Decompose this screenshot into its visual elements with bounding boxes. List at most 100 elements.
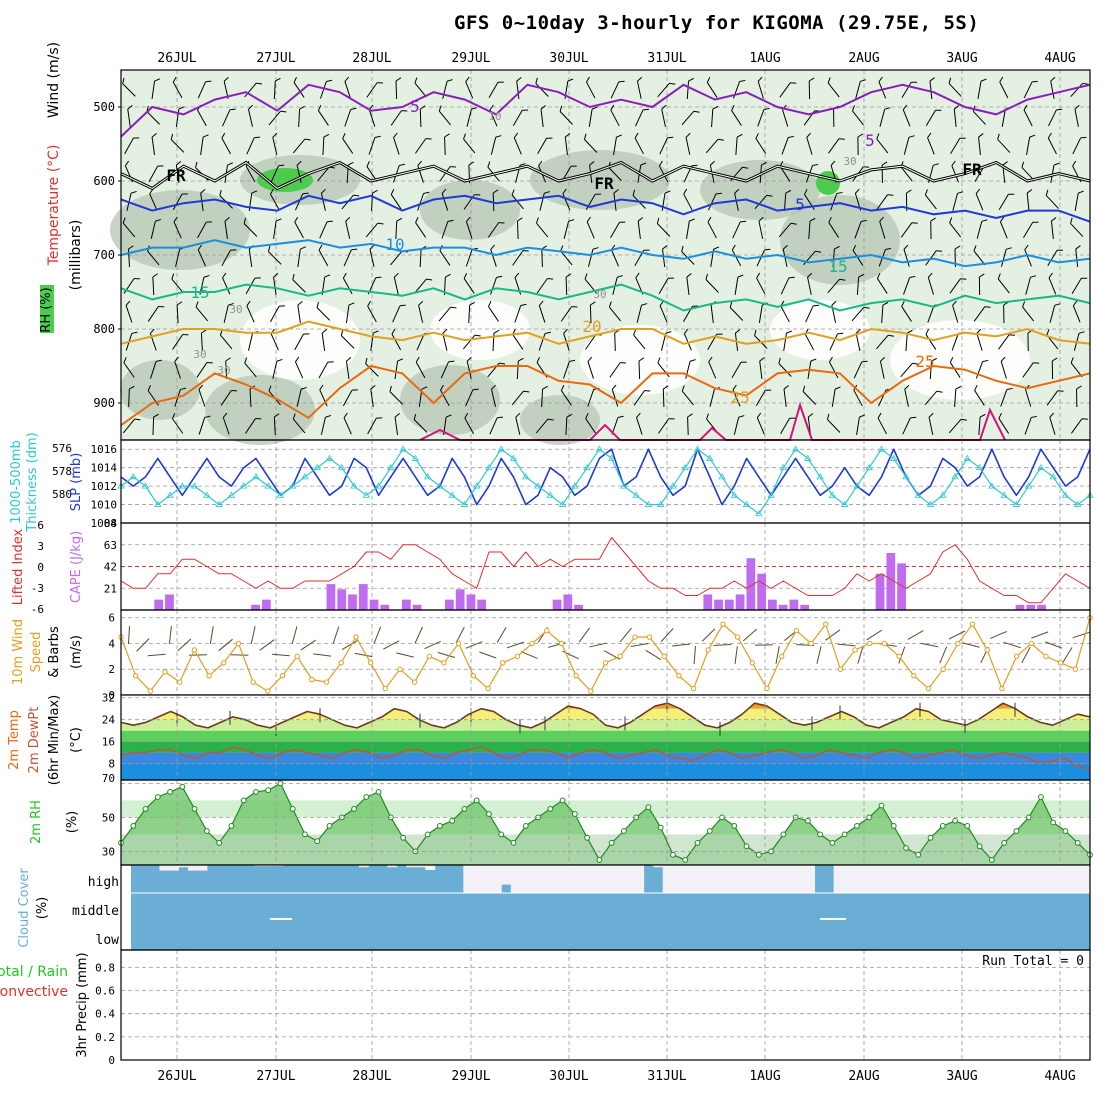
wind-barb-flag — [542, 385, 548, 390]
wind-barb-flag — [863, 166, 870, 168]
wind-barb-flag — [471, 107, 478, 110]
wind-barb — [559, 105, 574, 125]
wind-barb-shaft — [490, 137, 497, 155]
thickness-marker — [877, 445, 886, 452]
wind-barb-shaft — [128, 388, 130, 408]
rh-marker — [375, 789, 382, 795]
wind-barb-shaft — [902, 417, 911, 435]
wind-barb-flag — [1000, 356, 1006, 362]
wind-barb-shaft — [390, 194, 402, 210]
thickness-marker — [509, 454, 518, 461]
wind-barb-shaft — [195, 306, 209, 322]
thickness-marker — [693, 445, 702, 452]
wind-barb-shaft — [243, 223, 258, 237]
cloud-gap — [624, 865, 635, 893]
wind-barb-flag — [523, 390, 530, 393]
wind-barb-flag — [464, 412, 469, 419]
wind-barb-shaft — [778, 222, 792, 238]
cape-bar — [445, 599, 454, 610]
wind-barb-shaft — [779, 166, 791, 182]
wind-speed-marker — [602, 660, 609, 666]
wind-speed-marker — [221, 660, 227, 666]
wind-barb-flag — [925, 328, 930, 335]
rh-marker — [449, 817, 456, 824]
wind-barb-shaft — [856, 417, 860, 435]
cloud-gap — [710, 865, 721, 893]
wind-barb — [683, 188, 693, 211]
wind-barb-shaft — [466, 109, 472, 127]
wind-barb — [273, 218, 282, 239]
wind-barb-flag — [589, 161, 595, 166]
cloud-gap — [966, 865, 977, 893]
wind-tick-label: 6 — [108, 612, 115, 625]
wind-barb-flag — [345, 216, 351, 222]
wind-barb-flag — [1075, 245, 1081, 250]
wind-barb-flag — [442, 328, 448, 334]
cloud-gap — [900, 865, 910, 893]
surface-wind-barb — [1031, 631, 1049, 639]
wind-barb-flag — [491, 384, 497, 390]
wind-barb-flag — [466, 356, 472, 362]
wind-barb-shaft — [1023, 109, 1033, 127]
wind-barb-shaft — [319, 221, 328, 239]
wind-barb-shaft — [589, 304, 592, 324]
wind-barb-shaft — [463, 138, 476, 154]
wind-barb-flag — [908, 135, 915, 138]
wind-barb — [929, 77, 935, 100]
wind-barb-shaft — [273, 416, 276, 436]
wind-barb-shaft — [925, 110, 936, 126]
wind-barb-flag — [567, 78, 574, 82]
wind-barb-shaft — [122, 83, 136, 97]
surface-wind-barb — [920, 642, 939, 648]
wind-barb — [902, 104, 911, 127]
slp-tick-label: 1008 — [91, 517, 118, 530]
rh-marker — [167, 789, 173, 795]
thickness-marker — [755, 510, 763, 517]
wind-barb-flag — [127, 105, 133, 110]
thickness-axis-label: 1000-500mb — [9, 440, 24, 524]
cloud-gap — [1033, 865, 1043, 893]
wind-barb-shaft — [147, 306, 159, 322]
wind-barb-flag — [740, 220, 747, 223]
cloud-gap — [928, 865, 939, 893]
wind-barb-shaft — [636, 81, 642, 99]
wind-barb — [464, 412, 475, 435]
wind-barb-flag — [911, 81, 918, 83]
wind-barb — [953, 105, 960, 128]
wind-barb-flag — [1051, 217, 1057, 222]
surface-wind-barb — [300, 639, 317, 651]
wind-barb-flag — [275, 77, 281, 82]
wind-barb-flag — [982, 359, 989, 363]
wind-barb-flag — [681, 245, 684, 252]
wind-barb-shaft — [172, 193, 183, 211]
wind-barb — [172, 76, 183, 99]
wind-barb — [826, 413, 841, 433]
wind-barb-flag — [735, 329, 741, 334]
li-tick-label: -3 — [31, 582, 44, 595]
wind-barb-shaft — [490, 249, 497, 267]
wind-barb-flag — [879, 216, 884, 222]
wind-barb-flag — [374, 135, 381, 138]
rh-marker — [461, 806, 468, 812]
wind-barb — [244, 82, 263, 98]
wind-barb-shaft — [272, 361, 278, 379]
wind-barb — [732, 220, 747, 239]
wind-speed-marker — [250, 679, 256, 685]
wind-speed-marker — [984, 647, 990, 653]
rh-marker — [731, 823, 738, 829]
date-label-bottom: 30JUL — [549, 1069, 588, 1084]
wind-barb-flag — [1078, 331, 1085, 334]
wind-barb-flag — [715, 192, 722, 195]
wind-barb-flag — [517, 217, 523, 222]
thickness-marker — [203, 491, 211, 498]
wind-barb-shaft — [122, 418, 136, 434]
wind-barb-flag — [763, 107, 770, 111]
wind-barb-shaft — [220, 390, 232, 406]
wind-barb — [977, 78, 987, 99]
wind-barb-flag — [171, 413, 176, 419]
wind-barb-shaft — [1023, 81, 1033, 99]
wind-barb — [541, 385, 548, 408]
wind-barb-shaft — [759, 361, 763, 379]
wind-barb-flag — [201, 329, 207, 334]
cloud-gap — [805, 865, 816, 893]
